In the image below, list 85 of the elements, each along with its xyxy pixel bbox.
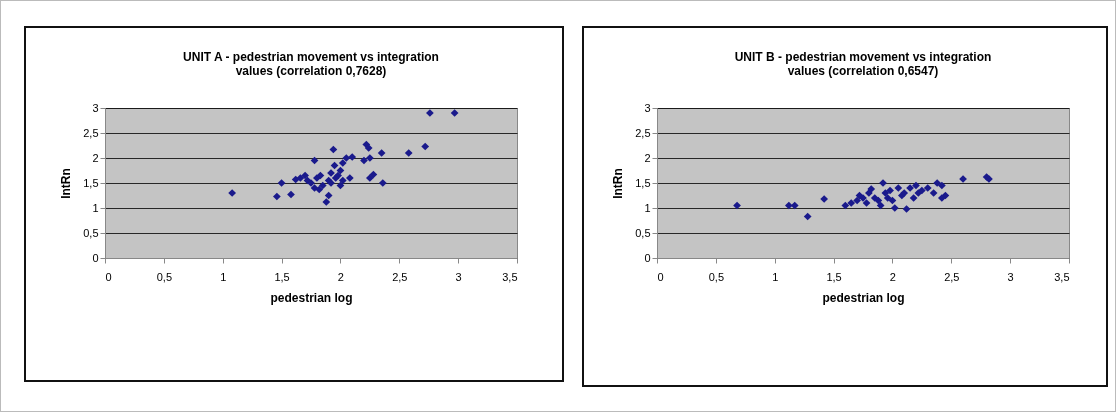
point bbox=[886, 186, 894, 195]
point bbox=[364, 144, 373, 152]
point bbox=[847, 199, 856, 207]
point bbox=[876, 201, 885, 210]
point bbox=[296, 174, 305, 182]
y-tick-label: 1 bbox=[92, 201, 99, 214]
point bbox=[909, 194, 918, 202]
point bbox=[923, 184, 932, 192]
point bbox=[790, 201, 799, 210]
point bbox=[820, 195, 829, 203]
x-tick-label: 1 bbox=[772, 270, 779, 283]
y-axis-title: IntRn bbox=[611, 168, 626, 199]
point bbox=[929, 189, 938, 197]
point bbox=[272, 192, 281, 201]
chart-title: UNIT A - pedestrian movement vs integration values (correlation 0,7628) bbox=[183, 50, 439, 78]
x-tick-label: 3 bbox=[455, 270, 462, 283]
x-tick-label: 2,5 bbox=[392, 270, 408, 283]
x-tick-label: 0 bbox=[105, 270, 112, 283]
x-tick-label: 2 bbox=[337, 270, 344, 283]
point bbox=[377, 149, 386, 157]
point bbox=[287, 190, 295, 199]
point bbox=[894, 184, 903, 192]
point bbox=[933, 179, 942, 187]
point bbox=[342, 154, 351, 162]
point bbox=[912, 181, 920, 190]
point bbox=[228, 189, 236, 197]
point bbox=[345, 174, 354, 182]
y-tick-label: 2 bbox=[92, 151, 99, 164]
point bbox=[938, 194, 946, 202]
point bbox=[348, 153, 357, 161]
point bbox=[318, 181, 327, 190]
point bbox=[890, 204, 899, 212]
x-tick-label: 0,5 bbox=[708, 270, 725, 283]
x-tick-label: 0,5 bbox=[156, 270, 173, 283]
point bbox=[324, 191, 333, 200]
y-tick-label: 0 bbox=[644, 251, 651, 264]
point bbox=[365, 154, 374, 162]
x-tick-label: 3 bbox=[1007, 270, 1014, 283]
point bbox=[360, 156, 368, 165]
x-tick-label: 0 bbox=[657, 270, 664, 283]
y-tick-label: 1,5 bbox=[635, 176, 651, 189]
point bbox=[329, 145, 338, 154]
x-tick-label: 1,5 bbox=[826, 270, 842, 283]
point bbox=[310, 184, 319, 192]
point bbox=[338, 159, 347, 167]
x-tick-label: 1 bbox=[220, 270, 227, 283]
point bbox=[862, 199, 871, 207]
x-tick-label: 1,5 bbox=[274, 270, 290, 283]
point bbox=[902, 205, 911, 213]
y-tick-label: 0,5 bbox=[635, 226, 651, 239]
point bbox=[853, 196, 861, 205]
point bbox=[301, 171, 309, 180]
point bbox=[867, 185, 876, 193]
point bbox=[322, 198, 331, 206]
chart-title: UNIT B - pedestrian movement vs integration values (correlation 0,6547) bbox=[734, 50, 992, 78]
y-tick-label: 0 bbox=[92, 251, 99, 264]
y-tick-label: 3 bbox=[92, 101, 99, 114]
y-tick-label: 2 bbox=[644, 151, 651, 164]
point bbox=[404, 149, 413, 157]
point bbox=[883, 194, 892, 202]
y-tick-label: 1 bbox=[644, 201, 651, 214]
point bbox=[874, 196, 883, 205]
x-tick-label: 3,5 bbox=[1054, 270, 1070, 283]
point bbox=[938, 181, 946, 190]
point bbox=[450, 109, 459, 117]
point bbox=[277, 179, 286, 187]
y-axis-title: IntRn bbox=[59, 168, 74, 199]
y-tick-label: 1,5 bbox=[83, 176, 99, 189]
y-tick-label: 2,5 bbox=[83, 126, 99, 139]
y-tick-label: 2,5 bbox=[635, 126, 651, 139]
point bbox=[733, 201, 741, 210]
x-tick-label: 3,5 bbox=[502, 270, 518, 283]
point bbox=[338, 176, 347, 185]
point bbox=[378, 179, 387, 187]
point bbox=[784, 201, 793, 210]
point bbox=[421, 142, 430, 151]
y-tick-label: 0,5 bbox=[83, 226, 99, 239]
point bbox=[841, 201, 850, 210]
y-tick-label: 3 bbox=[644, 101, 651, 114]
x-axis-title: pedestrian log bbox=[822, 290, 905, 305]
x-tick-label: 2,5 bbox=[944, 270, 960, 283]
x-axis-title: pedestrian log bbox=[270, 290, 353, 305]
point bbox=[803, 212, 812, 221]
x-tick-label: 2 bbox=[889, 270, 896, 283]
point bbox=[315, 185, 324, 194]
